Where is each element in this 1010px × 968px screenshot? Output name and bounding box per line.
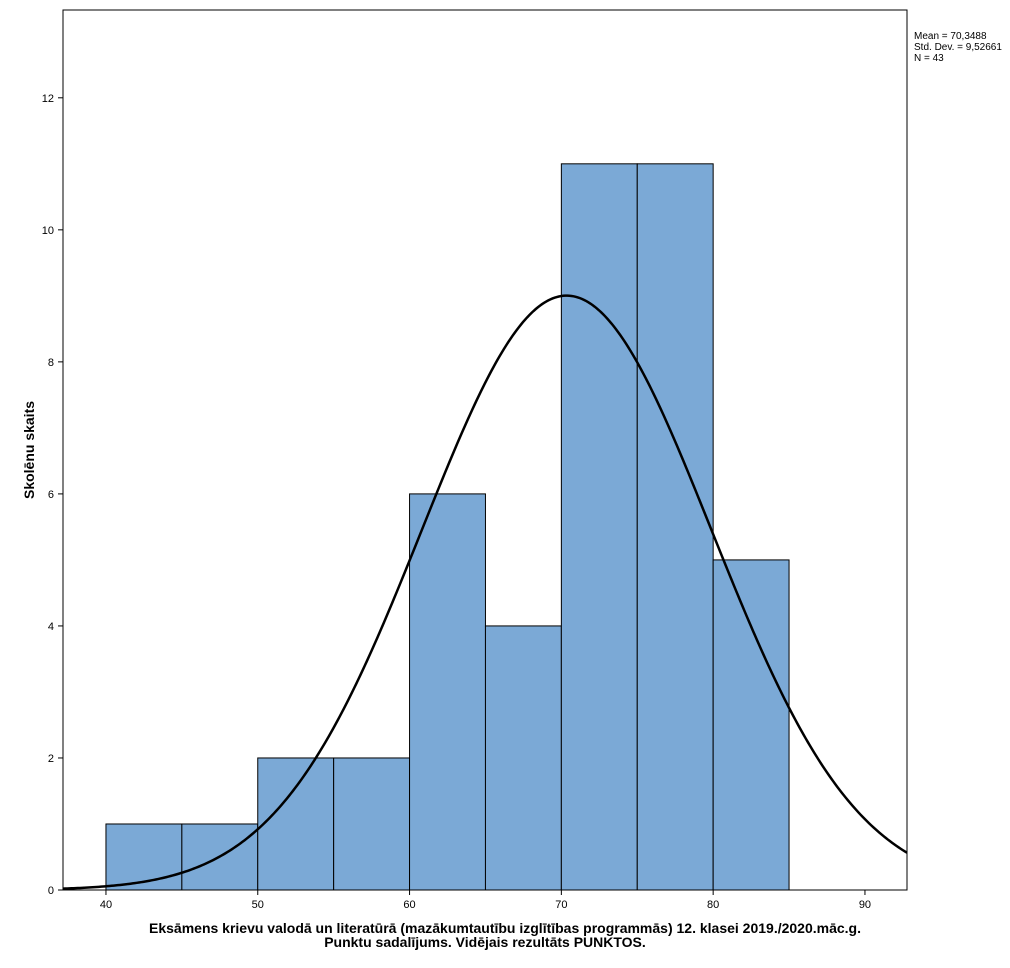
y-tick-label: 10: [42, 225, 54, 237]
x-tick-label: 70: [555, 899, 567, 911]
histogram-bar: [257, 757, 335, 891]
histogram-bar: [636, 163, 714, 891]
histogram-bar: [409, 493, 486, 891]
histogram-bar: [712, 559, 790, 891]
y-tick-label: 8: [48, 357, 54, 369]
y-tick-label: 12: [42, 93, 54, 105]
y-axis-title: Skolēnu skaits: [21, 401, 37, 499]
y-tick-label: 4: [48, 621, 54, 633]
stats-std-dev: Std. Dev. = 9,52661: [914, 42, 1002, 53]
stats-n: N = 43: [914, 53, 944, 64]
x-tick-label: 80: [707, 899, 719, 911]
x-axis-title-line1: Eksāmens krievu valodā un literatūrā (ma…: [149, 920, 861, 936]
y-tick-label: 6: [48, 489, 54, 501]
plot-frame: [62, 9, 908, 891]
x-axis-title-line2: Punktu sadalījums. Vidējais rezultāts PU…: [324, 934, 646, 950]
y-tick-label: 0: [48, 885, 54, 897]
x-tick-label: 40: [100, 899, 112, 911]
histogram-bar: [484, 625, 562, 891]
x-tick-label: 60: [403, 899, 415, 911]
x-tick-label: 90: [859, 899, 871, 911]
x-tick-label: 50: [252, 899, 264, 911]
normal-curve: [62, 294, 908, 890]
histogram-bar: [560, 163, 638, 891]
stats-mean: Mean = 70,3488: [914, 31, 987, 42]
histogram-bar: [333, 757, 411, 891]
y-tick-label: 2: [48, 753, 54, 765]
histogram-bar: [105, 823, 183, 891]
